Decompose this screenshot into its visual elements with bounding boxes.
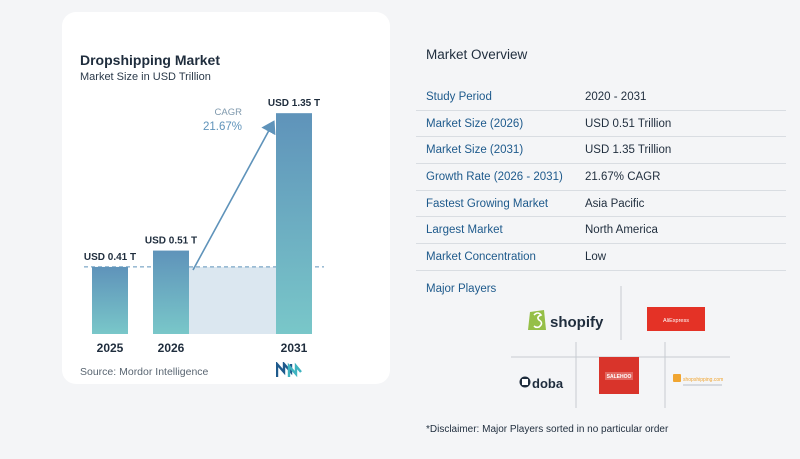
value-label-2031: USD 1.35 T bbox=[268, 98, 320, 109]
overview-value: North America bbox=[585, 224, 658, 237]
shopshipping-logo: shopshipping.com bbox=[673, 374, 723, 386]
overview-row: Market Size (2026) USD 0.51 Trillion bbox=[416, 111, 786, 138]
bar-2026 bbox=[153, 250, 189, 334]
overview-key: Market Size (2031) bbox=[426, 144, 524, 157]
chart-subtitle: Market Size in USD Trillion bbox=[80, 71, 211, 83]
overview-value: Low bbox=[585, 250, 607, 263]
shaded-area bbox=[189, 266, 276, 334]
overview-value: 2020 - 2031 bbox=[585, 90, 647, 103]
overview-value: Asia Pacific bbox=[585, 197, 645, 210]
value-label-2026: USD 0.51 T bbox=[145, 236, 197, 247]
svg-text:shopify: shopify bbox=[550, 314, 604, 331]
overview-row: Growth Rate (2026 - 2031) 21.67% CAGR bbox=[416, 164, 786, 191]
tick-label-2026: 2026 bbox=[158, 341, 185, 355]
overview-key: Largest Market bbox=[426, 224, 503, 237]
overview-row: Study Period 2020 - 2031 bbox=[416, 84, 786, 111]
tick-label-2025: 2025 bbox=[97, 341, 124, 355]
svg-text:doba: doba bbox=[532, 376, 564, 391]
overview-key: Market Concentration bbox=[426, 250, 536, 263]
cagr-label: CAGR bbox=[215, 107, 243, 118]
overview-row: Largest Market North America bbox=[416, 217, 786, 245]
market-overview-panel: Market Overview Study Period 2020 - 2031 M… bbox=[400, 0, 800, 459]
overview-value: 21.67% CAGR bbox=[585, 170, 661, 183]
overview-table: Study Period 2020 - 2031 Market Size (2026… bbox=[416, 84, 786, 271]
overview-value: USD 1.35 Trillion bbox=[585, 144, 672, 157]
source-note: Source: Mordor Intelligence bbox=[80, 366, 209, 378]
overview-row: Market Size (2031) USD 1.35 Trillion bbox=[416, 137, 786, 165]
cagr-arrow bbox=[192, 120, 276, 271]
svg-text:SALEHOO: SALEHOO bbox=[607, 374, 632, 380]
value-label-2025: USD 0.41 T bbox=[84, 252, 136, 263]
overview-key: Growth Rate (2026 - 2031) bbox=[426, 170, 563, 183]
overview-key: Fastest Growing Market bbox=[426, 197, 549, 210]
overview-key: Study Period bbox=[426, 90, 492, 103]
overview-row: Fastest Growing Market Asia Pacific bbox=[416, 191, 786, 218]
overview-row: Market Concentration Low bbox=[416, 244, 786, 271]
aliexpress-logo: AliExpress bbox=[647, 307, 705, 331]
bar-2025 bbox=[92, 266, 128, 334]
overview-value: USD 0.51 Trillion bbox=[585, 117, 672, 130]
shopify-logo: shopify bbox=[528, 310, 604, 331]
doba-logo: doba bbox=[519, 376, 564, 391]
chart-title: Dropshipping Market bbox=[80, 52, 221, 68]
svg-text:AliExpress: AliExpress bbox=[663, 318, 689, 324]
disclaimer: *Disclaimer: Major Players sorted in no … bbox=[426, 424, 669, 435]
bar-chart: USD 0.41 T 2025 USD 0.51 T 2026 USD 1.35 T 20… bbox=[84, 98, 324, 355]
overview-title: Market Overview bbox=[426, 47, 528, 62]
bar-2031 bbox=[276, 113, 312, 334]
mordor-logo-icon bbox=[276, 362, 302, 378]
players-logo-grid: shopify AliExpress doba SALEHOO shopship… bbox=[511, 286, 730, 408]
tick-label-2031: 2031 bbox=[281, 341, 308, 355]
salehoo-logo: SALEHOO bbox=[599, 357, 639, 394]
chart-card: USD 0.41 T 2025 USD 0.51 T 2026 USD 1.35 T 20… bbox=[62, 12, 390, 384]
cagr-value: 21.67% bbox=[203, 121, 242, 133]
players-title: Major Players bbox=[426, 283, 497, 295]
svg-text:shopshipping.com: shopshipping.com bbox=[683, 377, 723, 383]
overview-key: Market Size (2026) bbox=[426, 117, 524, 130]
